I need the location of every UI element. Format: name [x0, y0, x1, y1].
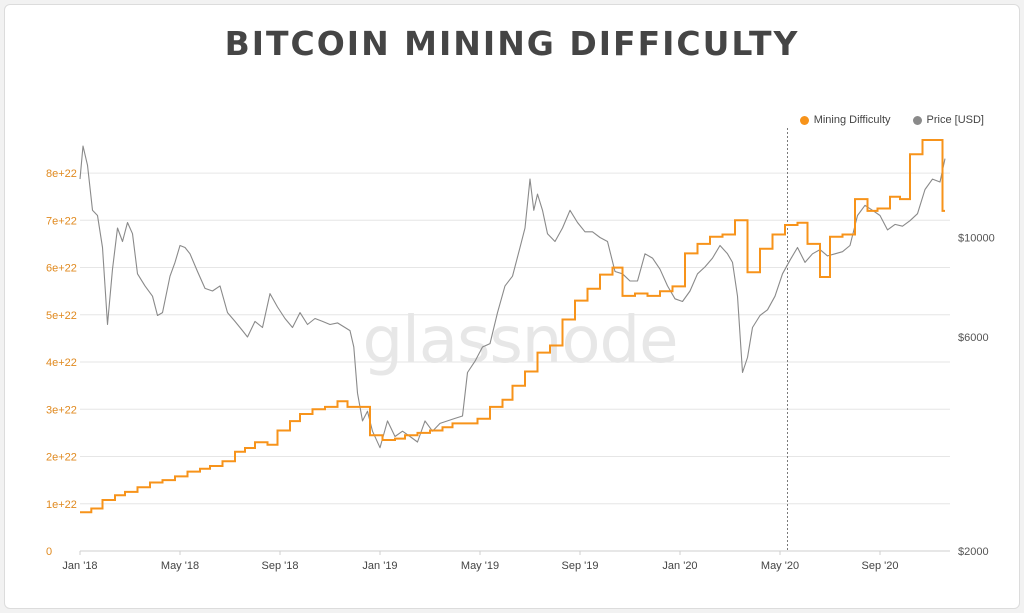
legend-label-difficulty: Mining Difficulty	[813, 114, 891, 126]
chart-card	[4, 4, 1020, 609]
left-tick-label: 1e+22	[46, 499, 77, 511]
x-tick-label: Jan '19	[362, 560, 397, 572]
x-tick-label: Sep '20	[862, 560, 899, 572]
right-tick-label: $2000	[958, 546, 989, 558]
gridlines	[80, 172, 950, 552]
price-line	[79, 145, 946, 449]
legend-item-difficulty[interactable]: Mining Difficulty	[799, 114, 891, 126]
x-tick-label: Sep '19	[562, 560, 599, 572]
x-tick-label: May '19	[461, 560, 499, 572]
x-tick-label: Jan '18	[62, 560, 97, 572]
left-tick-label: 8e+22	[46, 168, 77, 180]
left-tick-label: 0	[46, 546, 52, 558]
x-axis: Jan '18 May '18 Sep '18 Jan '19 May '19 Sep '…	[62, 550, 950, 572]
difficulty-line	[80, 139, 945, 514]
series-group	[79, 139, 946, 514]
legend-label-price: Price [USD]	[926, 114, 984, 126]
left-tick-label: 5e+22	[46, 310, 77, 322]
legend-item-price[interactable]: Price [USD]	[912, 114, 984, 126]
left-tick-label: 7e+22	[46, 215, 77, 227]
left-tick-label: 3e+22	[46, 404, 77, 416]
right-tick-label: $6000	[958, 332, 989, 344]
chart-title: BITCOIN MINING DIFFICULTY	[224, 24, 800, 63]
x-tick-label: May '20	[761, 560, 799, 572]
x-tick-label: May '18	[161, 560, 199, 572]
left-tick-label: 2e+22	[46, 452, 77, 464]
x-tick-label: Sep '18	[262, 560, 299, 572]
legend-dot-difficulty	[799, 115, 809, 125]
chart-legend: Mining Difficulty Price [USD]	[799, 114, 984, 126]
left-axis: 0 1e+22 2e+22 3e+22 4e+22 5e+22 6e+22 7e+22 8e+2…	[46, 168, 77, 558]
legend-dot-price	[912, 115, 922, 125]
left-tick-label: 6e+22	[46, 263, 77, 275]
left-tick-label: 4e+22	[46, 357, 77, 369]
x-tick-label: Jan '20	[662, 560, 697, 572]
right-axis: $2000 $6000 $10000	[958, 233, 995, 558]
watermark: glassnode	[362, 304, 677, 378]
right-tick-label: $10000	[958, 233, 995, 245]
